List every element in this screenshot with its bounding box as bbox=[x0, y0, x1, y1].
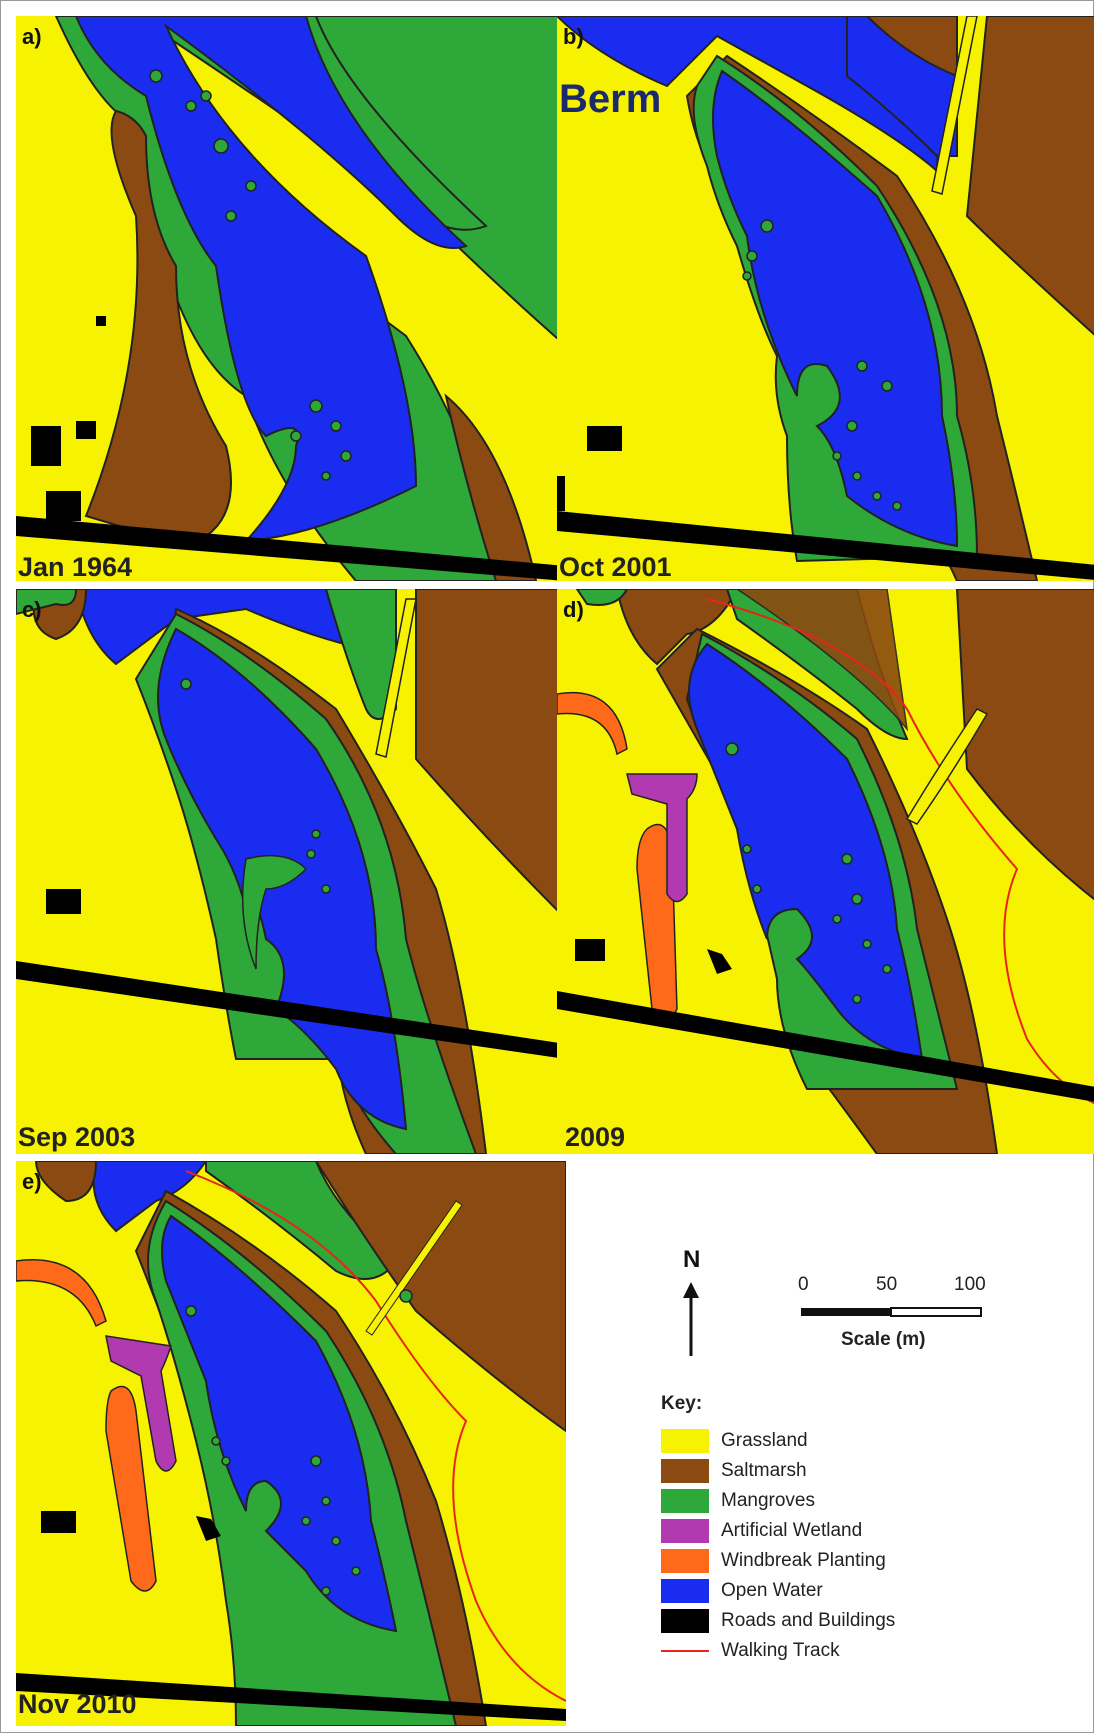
panel-a-date: Jan 1964 bbox=[18, 552, 133, 582]
key-item-windbreak-planting: Windbreak Planting bbox=[661, 1548, 886, 1574]
map-panel-b: b) bbox=[557, 16, 1094, 581]
legend: N 0 50 100 Scale (m) Key: Grassland Saltm… bbox=[641, 1236, 1081, 1661]
key-label: Walking Track bbox=[721, 1640, 840, 1661]
key-item-walking-track: Walking Track bbox=[661, 1638, 840, 1664]
scale-title: Scale (m) bbox=[841, 1329, 926, 1350]
key-swatch bbox=[661, 1579, 709, 1603]
key-item-saltmarsh: Saltmarsh bbox=[661, 1458, 807, 1484]
key-label: Saltmarsh bbox=[721, 1460, 807, 1481]
panel-c-letter: c) bbox=[22, 597, 42, 622]
map-panel-c: c) bbox=[16, 589, 566, 1154]
scale-tick-50: 50 bbox=[876, 1274, 898, 1295]
key-label: Windbreak Planting bbox=[721, 1550, 886, 1571]
scale-tick-0: 0 bbox=[798, 1274, 809, 1295]
map-a-svg bbox=[16, 16, 566, 581]
map-d-svg bbox=[557, 589, 1094, 1154]
key-label: Mangroves bbox=[721, 1490, 815, 1511]
panel-d-date: 2009 bbox=[565, 1122, 626, 1152]
key-item-open-water: Open Water bbox=[661, 1578, 823, 1604]
key-swatch bbox=[661, 1459, 709, 1483]
key-title: Key: bbox=[661, 1393, 703, 1414]
map-panel-d: d) bbox=[557, 589, 1094, 1154]
key-label: Open Water bbox=[721, 1580, 823, 1601]
scale-bar-graphic bbox=[801, 1307, 982, 1317]
panel-c-date: Sep 2003 bbox=[18, 1122, 136, 1152]
key-item-roads-and-buildings: Roads and Buildings bbox=[661, 1608, 895, 1634]
key-swatch bbox=[661, 1549, 709, 1573]
key-swatch bbox=[661, 1609, 709, 1633]
north-arrow-icon bbox=[683, 1282, 699, 1356]
map-b-svg bbox=[557, 16, 1094, 581]
panel-b-date: Oct 2001 bbox=[559, 552, 672, 582]
north-arrow: N bbox=[661, 1246, 701, 1356]
key-item-artificial-wetland: Artificial Wetland bbox=[661, 1518, 862, 1544]
key-label: Artificial Wetland bbox=[721, 1520, 863, 1541]
map-e-svg bbox=[16, 1161, 566, 1726]
scale-tick-100: 100 bbox=[954, 1274, 986, 1295]
map-panel-a: a) bbox=[16, 16, 566, 581]
key-label: Grassland bbox=[721, 1430, 808, 1451]
north-label: N bbox=[683, 1246, 701, 1273]
panel-b-letter: b) bbox=[563, 24, 584, 49]
map-c-svg bbox=[16, 589, 566, 1154]
key-swatch bbox=[661, 1650, 709, 1652]
key-swatch bbox=[661, 1429, 709, 1453]
key-swatch bbox=[661, 1489, 709, 1513]
berm-label: Berm bbox=[559, 77, 662, 121]
panel-e-date: Nov 2010 bbox=[18, 1689, 137, 1719]
key-item-grassland: Grassland bbox=[661, 1428, 808, 1454]
key-swatch bbox=[661, 1519, 709, 1543]
panel-a-letter: a) bbox=[22, 24, 42, 49]
key-label: Roads and Buildings bbox=[721, 1610, 896, 1631]
key-item-mangroves: Mangroves bbox=[661, 1488, 815, 1514]
panel-d-letter: d) bbox=[563, 597, 584, 622]
panel-e-letter: e) bbox=[22, 1169, 42, 1194]
scale-bar: 0 50 100 Scale (m) bbox=[796, 1274, 996, 1350]
map-panel-e: e) bbox=[16, 1161, 566, 1726]
